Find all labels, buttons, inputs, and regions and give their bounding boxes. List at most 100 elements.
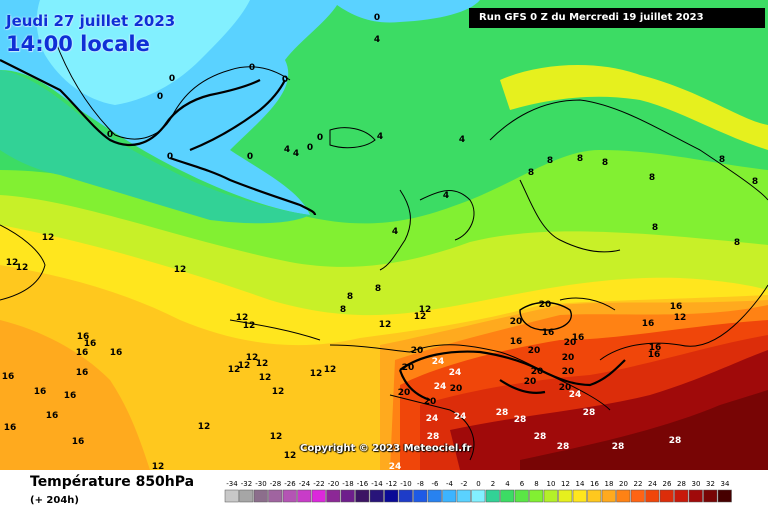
legend-tick-label: -18: [342, 480, 353, 488]
legend-color-swatch: [558, 489, 573, 503]
temperature-value-label: 0: [249, 63, 255, 73]
temperature-value-label: 20: [524, 377, 537, 387]
legend-color-swatch: [369, 489, 384, 503]
temperature-value-label: 4: [443, 191, 449, 201]
temperature-value-label: 20: [564, 338, 577, 348]
legend-color-swatch: [587, 489, 602, 503]
temperature-value-label: 12: [152, 462, 165, 470]
temperature-value-label: 12: [324, 365, 337, 375]
temperature-value-label: 24: [426, 414, 439, 424]
temperature-value-label: 24: [434, 382, 447, 392]
temperature-value-label: 16: [649, 343, 662, 353]
temperature-value-label: 28: [583, 408, 596, 418]
temperature-value-label: 8: [649, 173, 655, 183]
legend-color-swatch: [253, 489, 268, 503]
legend-color-swatch: [224, 489, 239, 503]
parameter-title: Température 850hPa: [30, 474, 195, 490]
legend-tick-label: 4: [505, 480, 510, 488]
legend-tick-label: -16: [357, 480, 369, 488]
copyright-notice: Copyright © 2023 Meteociel.fr: [300, 443, 472, 454]
temperature-value-label: 0: [282, 75, 288, 85]
legend-color-swatch: [529, 489, 544, 503]
legend-color-swatch: [326, 489, 341, 503]
legend-tick-label: 12: [561, 480, 570, 488]
forecast-local-time: 14:00 locale: [6, 32, 150, 56]
legend-tick-label: 26: [663, 480, 672, 488]
legend-color-swatch: [645, 489, 660, 503]
legend-tick-label: -26: [284, 480, 296, 488]
temperature-value-label: 16: [572, 333, 585, 343]
isotherm-20: [398, 350, 626, 402]
temperature-value-label: 12: [243, 321, 256, 331]
legend-tick-label: 6: [520, 480, 525, 488]
temperature-value-label: 8: [340, 305, 346, 315]
legend-tick-label: -22: [313, 480, 324, 488]
field-orange-deep: [0, 320, 150, 470]
temperature-value-label: 12: [236, 313, 249, 323]
legend-tick-label: 24: [648, 480, 657, 488]
legend-color-swatch: [688, 489, 703, 503]
temperature-value-label: 16: [34, 387, 47, 397]
temperature-value-label: 0: [157, 92, 163, 102]
temperature-value-label: 0: [317, 133, 323, 143]
temperature-value-label: 16: [2, 372, 15, 382]
legend-color-swatch: [717, 489, 732, 503]
legend-tick-label: 8: [534, 480, 538, 488]
temperature-value-label: 28: [612, 442, 625, 452]
legend-tick-label: -32: [241, 480, 252, 488]
temperature-value-label: 28: [514, 415, 527, 425]
temperature-value-label: 12: [238, 361, 251, 371]
legend-tick-label: -12: [386, 480, 397, 488]
temperature-value-label: 16: [670, 302, 683, 312]
temperature-value-label: 12: [259, 373, 272, 383]
temperature-value-label: 20: [562, 353, 575, 363]
temperature-value-label: 16: [510, 337, 523, 347]
legend-tick-label: 0: [476, 480, 480, 488]
temperature-value-label: 16: [542, 328, 555, 338]
temperature-value-label: 0: [307, 143, 313, 153]
legend-tick-label: 28: [677, 480, 686, 488]
legend-color-swatch: [427, 489, 442, 503]
temperature-value-label: 16: [642, 319, 655, 329]
temperature-value-label: 4: [293, 149, 299, 159]
temperature-value-label: 4: [374, 35, 380, 45]
legend-tick-label: -20: [328, 480, 339, 488]
temperature-value-label: 8: [752, 177, 758, 187]
temperature-value-label: 20: [562, 367, 575, 377]
legend-tick-label: 30: [692, 480, 701, 488]
temperature-value-label: 16: [110, 348, 123, 358]
temperature-value-label: 8: [375, 284, 381, 294]
legend-color-swatch: [355, 489, 370, 503]
temperature-value-label: 24: [432, 357, 445, 367]
temperature-value-label: 12: [42, 233, 55, 243]
temperature-value-label: 8: [652, 223, 658, 233]
legend-tick-label: 16: [590, 480, 599, 488]
temperature-value-label: 20: [398, 388, 411, 398]
temperature-value-label: 8: [528, 168, 534, 178]
temperature-value-label: 20: [450, 384, 463, 394]
temperature-value-label: 16: [84, 339, 97, 349]
legend-color-swatch: [485, 489, 500, 503]
field-lightcyan-greenland: [36, 0, 250, 105]
temperature-value-label: 12: [419, 305, 432, 315]
legend-tick-label: -14: [371, 480, 383, 488]
temperature-value-label: 0: [169, 74, 175, 84]
legend-color-swatch: [340, 489, 355, 503]
temperature-value-label: 0: [167, 152, 173, 162]
legend-color-swatch: [398, 489, 413, 503]
legend-color-swatch: [384, 489, 399, 503]
temperature-value-label: 12: [379, 320, 392, 330]
temperature-value-label: 4: [392, 227, 398, 237]
temperature-value-label: 16: [76, 348, 89, 358]
field-yellow-north: [500, 64, 768, 150]
temperature-value-label: 12: [270, 432, 283, 442]
temperature-value-label: 16: [4, 423, 17, 433]
legend-tick-label: -10: [400, 480, 411, 488]
temperature-value-label: 12: [198, 422, 211, 432]
temperature-value-label: 4: [284, 145, 290, 155]
legend-color-swatch: [268, 489, 283, 503]
temperature-value-label: 16: [46, 411, 59, 421]
temperature-value-label: 20: [528, 346, 541, 356]
legend-tick-label: 14: [576, 480, 585, 488]
